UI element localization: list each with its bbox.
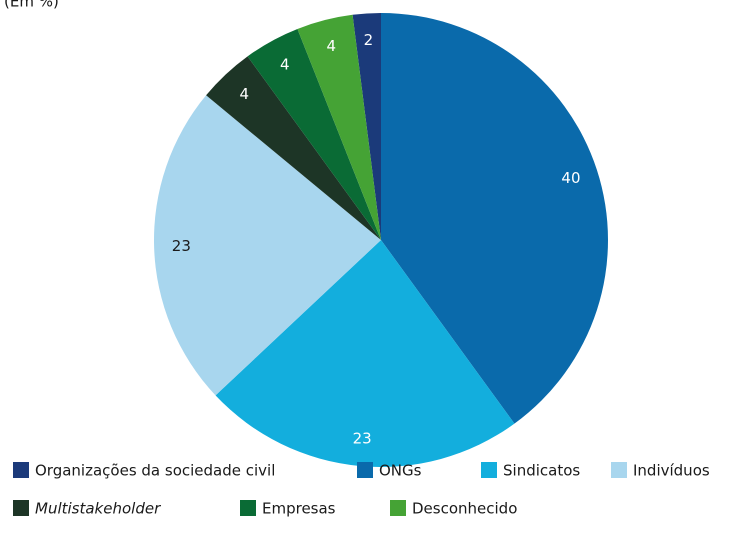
legend-label: Empresas — [262, 500, 336, 518]
legend-label: Organizações da sociedade civil — [35, 462, 275, 480]
data-label: 23 — [172, 237, 191, 255]
legend-swatch — [13, 500, 29, 516]
data-label: 2 — [364, 31, 374, 49]
legend-swatch — [611, 462, 627, 478]
legend-swatch — [357, 462, 373, 478]
legend-label: Desconhecido — [412, 500, 517, 518]
data-label: 4 — [327, 37, 337, 55]
chart-subtitle: (Em %) — [4, 0, 59, 11]
data-label: 23 — [353, 429, 372, 447]
legend-swatch — [240, 500, 256, 516]
pie-slice — [215, 240, 515, 467]
legend-swatch — [390, 500, 406, 516]
data-label: 4 — [280, 55, 290, 73]
pie-slice — [206, 56, 381, 240]
legend-label: ONGs — [379, 462, 422, 480]
legend-label: Multistakeholder — [35, 500, 161, 518]
data-label: 4 — [239, 85, 249, 103]
pie-slice — [381, 13, 608, 424]
legend-label: Sindicatos — [503, 462, 580, 480]
legend-swatch — [13, 462, 29, 478]
pie-slice — [297, 14, 381, 240]
legend-swatch — [481, 462, 497, 478]
legend-label: Indivíduos — [633, 462, 710, 480]
pie-slice — [352, 13, 381, 240]
data-label: 40 — [561, 169, 580, 187]
pie-slice — [154, 95, 381, 396]
pie-slice — [247, 28, 381, 241]
